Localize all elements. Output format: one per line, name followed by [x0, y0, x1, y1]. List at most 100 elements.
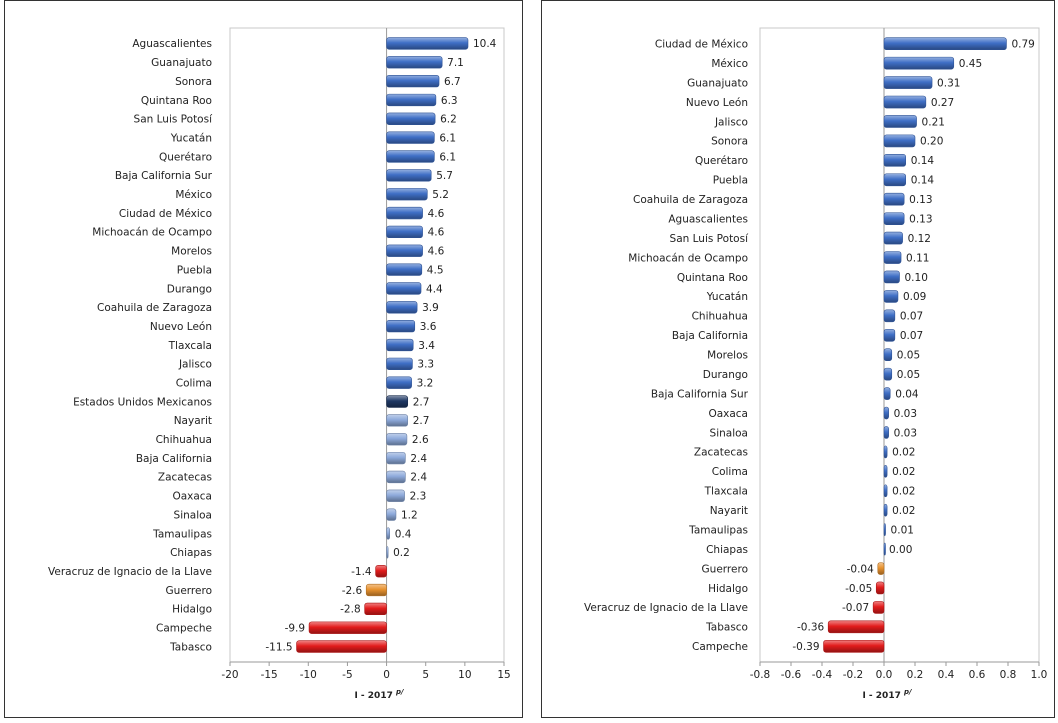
category-label: Guerrero — [702, 563, 748, 575]
category-label: Ciudad de México — [655, 39, 748, 51]
bar — [386, 56, 443, 69]
data-label: 0.14 — [911, 155, 935, 167]
data-label: 3.2 — [417, 377, 434, 389]
data-label: 0.27 — [931, 97, 954, 109]
category-label: Michoacán de Ocampo — [92, 227, 212, 239]
category-label: Campeche — [156, 623, 212, 635]
category-label: Sonora — [175, 76, 212, 88]
data-label: 0.07 — [900, 330, 923, 342]
category-label: Baja California — [672, 330, 748, 342]
data-label: 10.4 — [473, 38, 497, 50]
bar — [386, 131, 435, 144]
data-label: 4.6 — [428, 208, 445, 220]
category-label: Aguascalientes — [668, 213, 748, 225]
data-label: -0.04 — [847, 563, 874, 575]
bar — [308, 621, 387, 634]
x-tick-label: 0.0 — [876, 669, 893, 681]
bar — [386, 357, 413, 370]
bar — [386, 470, 406, 484]
data-label: 0.79 — [1011, 39, 1034, 51]
category-label: Michoacán de Ocampo — [628, 252, 748, 264]
bar — [883, 56, 955, 70]
data-label: 1.2 — [401, 509, 418, 521]
data-label: -2.6 — [342, 585, 363, 597]
data-label: 0.01 — [891, 524, 914, 536]
data-label: 4.5 — [427, 264, 444, 276]
category-label: Sinaloa — [710, 427, 748, 439]
data-label: 3.6 — [420, 321, 437, 333]
data-label: 0.09 — [903, 291, 926, 303]
bar — [883, 251, 902, 264]
x-tick-label: -0.6 — [781, 669, 802, 681]
data-label: 0.13 — [909, 194, 932, 206]
bar — [883, 309, 896, 323]
category-label: Morelos — [707, 350, 748, 362]
category-label: Oaxaca — [708, 408, 748, 420]
x-tick-label: -0.2 — [843, 669, 864, 681]
data-label: 0.07 — [900, 311, 923, 323]
bar — [364, 602, 387, 616]
category-label: Colima — [176, 377, 212, 389]
bar — [386, 244, 423, 257]
data-label: 0.31 — [937, 77, 960, 89]
category-label: Querétaro — [159, 151, 212, 163]
bar — [883, 387, 891, 400]
data-label: 6.1 — [439, 132, 456, 144]
bar — [386, 320, 416, 333]
bar — [883, 37, 1007, 51]
x-tick-label: -10 — [300, 669, 317, 681]
category-label: Hidalgo — [708, 583, 748, 595]
category-label: Chihuahua — [156, 434, 212, 446]
x-tick-label: 15 — [497, 669, 510, 681]
data-label: 6.7 — [444, 76, 461, 88]
category-label: Coahuila de Zaragoza — [97, 302, 212, 314]
category-label: Nayarit — [174, 415, 212, 427]
bar — [386, 112, 436, 125]
category-label: Veracruz de Ignacio de la Llave — [48, 566, 212, 578]
category-label: Baja California — [136, 453, 212, 465]
bar — [883, 115, 917, 128]
x-axis-label-superscript: p/ — [903, 688, 913, 696]
data-label: -2.8 — [340, 604, 361, 616]
data-label: 2.4 — [410, 472, 427, 484]
category-label: Zacatecas — [694, 447, 748, 459]
x-tick-label: 5 — [422, 669, 429, 681]
data-label: 0.11 — [906, 252, 929, 264]
bar — [883, 367, 893, 381]
bar — [883, 154, 907, 167]
category-label: Quintana Roo — [677, 272, 748, 284]
x-tick-label: -0.4 — [812, 669, 833, 681]
category-label: Chihuahua — [692, 311, 748, 323]
x-tick-label: 0.8 — [1000, 669, 1017, 681]
chart-right-svg: Ciudad de México 0.79 México 0.45 Guanajuato… — [584, 27, 1047, 701]
category-label: Veracruz de Ignacio de la Llave — [584, 602, 748, 614]
category-label: Sinaloa — [174, 509, 212, 521]
bar — [883, 173, 907, 187]
bar — [386, 395, 409, 408]
bar — [386, 206, 423, 220]
data-label: 0.05 — [897, 369, 920, 381]
category-label: Nuevo León — [150, 321, 212, 333]
data-label: 4.6 — [428, 246, 445, 258]
bar — [386, 433, 408, 446]
bar — [883, 406, 889, 420]
category-label: Tamaulipas — [688, 524, 748, 536]
data-label: -9.9 — [285, 623, 306, 635]
data-label: 0.12 — [908, 233, 931, 245]
data-label: 6.1 — [439, 151, 456, 163]
bar — [883, 426, 889, 439]
data-label: 2.7 — [413, 415, 430, 427]
category-label: Aguascalientes — [132, 38, 212, 50]
category-label: Estados Unidos Mexicanos — [73, 396, 212, 408]
category-label: Oaxaca — [172, 491, 212, 503]
category-label: Durango — [703, 369, 748, 381]
x-tick-label: 0.6 — [969, 669, 986, 681]
bar — [386, 188, 428, 201]
category-label: Zacatecas — [158, 472, 212, 484]
category-label: Coahuila de Zaragoza — [633, 194, 748, 206]
data-label: 5.7 — [436, 170, 453, 182]
data-label: 5.2 — [432, 189, 449, 201]
data-label: 3.9 — [422, 302, 439, 314]
bar — [386, 74, 440, 88]
data-label: 3.4 — [418, 340, 435, 352]
